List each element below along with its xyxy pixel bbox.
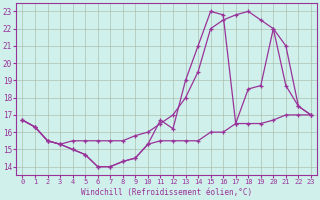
X-axis label: Windchill (Refroidissement éolien,°C): Windchill (Refroidissement éolien,°C) bbox=[81, 188, 252, 197]
